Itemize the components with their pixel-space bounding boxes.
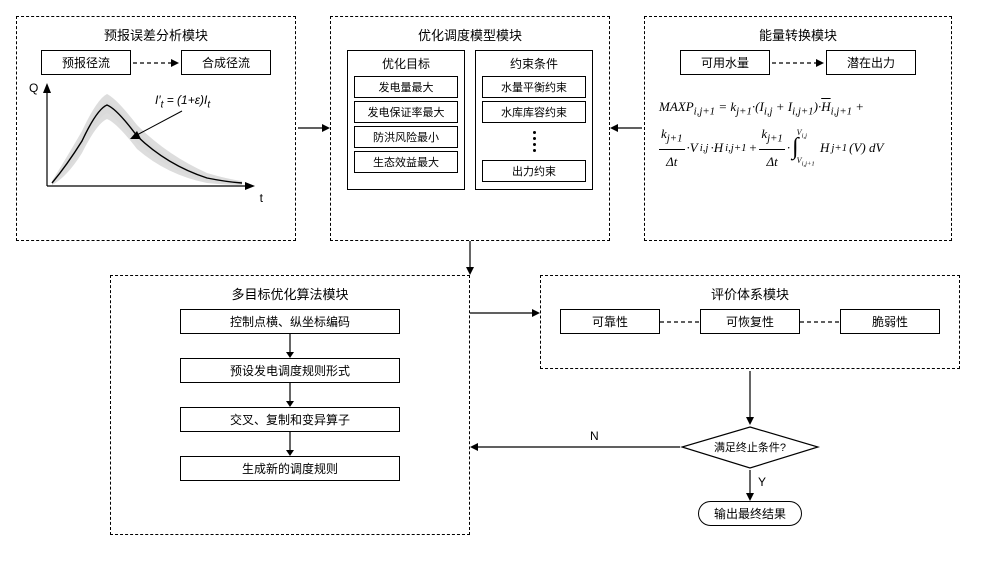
output-oval: 输出最终结果 bbox=[698, 501, 802, 526]
dashed-arrow-right-icon bbox=[131, 53, 181, 73]
energy-row: 可用水量 潜在出力 bbox=[655, 50, 941, 75]
dashed-line-icon bbox=[800, 314, 840, 330]
decision-text: 满足终止条件? bbox=[680, 439, 820, 455]
algo-step: 预设发电调度规则形式 bbox=[180, 358, 400, 383]
algo-step: 控制点横、纵坐标编码 bbox=[180, 309, 400, 334]
algo-module: 多目标优化算法模块 控制点横、纵坐标编码 预设发电调度规则形式 交叉、复制和变异… bbox=[110, 275, 470, 535]
error-title: 预报误差分析模块 bbox=[27, 25, 285, 44]
q-label: Q bbox=[29, 81, 38, 95]
opt-col2: 约束条件 水量平衡约束 水库库容约束 出力约束 bbox=[475, 50, 593, 190]
arrow-down-icon bbox=[280, 383, 300, 407]
arrow-left-icon bbox=[610, 16, 644, 241]
opt-col1: 优化目标 发电量最大 发电保证率最大 防洪风险最小 生态效益最大 bbox=[347, 50, 465, 190]
eval-item: 脆弱性 bbox=[840, 309, 940, 334]
decision-yes-label: Y bbox=[758, 475, 766, 489]
algo-step: 交叉、复制和变异算子 bbox=[180, 407, 400, 432]
algo-step: 生成新的调度规则 bbox=[180, 456, 400, 481]
eval-title: 评价体系模块 bbox=[551, 284, 949, 303]
opt2-item: 水库库容约束 bbox=[482, 101, 586, 123]
dashed-arrow-right-icon bbox=[770, 53, 826, 73]
t-label: t bbox=[260, 191, 263, 205]
error-analysis-module: 预报误差分析模块 预报径流 合成径流 bbox=[16, 16, 296, 241]
eval-item: 可靠性 bbox=[560, 309, 660, 334]
opt-col2-title: 约束条件 bbox=[482, 55, 586, 72]
decision-diamond: 满足终止条件? bbox=[680, 425, 820, 470]
opt1-item: 发电量最大 bbox=[354, 76, 458, 98]
opt-model-module: 优化调度模型模块 优化目标 发电量最大 发电保证率最大 防洪风险最小 生态效益最… bbox=[330, 16, 610, 241]
opt-model-title: 优化调度模型模块 bbox=[341, 25, 599, 44]
decision-no-label: N bbox=[590, 429, 599, 443]
energy-formula: MAXPi,j+1 = kj+1·(Ii,j + Ii,j+1)·Hi,j+1 … bbox=[655, 95, 941, 175]
opt2-ellipsis bbox=[482, 131, 586, 152]
dashed-line-icon bbox=[660, 314, 700, 330]
arrow-down-icon bbox=[280, 334, 300, 358]
opt1-item: 生态效益最大 bbox=[354, 151, 458, 173]
opt2-item: 水量平衡约束 bbox=[482, 76, 586, 98]
error-box2: 合成径流 bbox=[181, 50, 271, 75]
arrow-down-icon bbox=[280, 432, 300, 456]
error-chart: Q t I′t = (1+ε)It bbox=[27, 81, 267, 201]
eval-module: 评价体系模块 可靠性 可恢复性 脆弱性 bbox=[540, 275, 960, 369]
energy-box2: 潜在出力 bbox=[826, 50, 916, 75]
opt2-item: 出力约束 bbox=[482, 160, 586, 182]
arrow-right-icon bbox=[296, 16, 330, 241]
energy-box1: 可用水量 bbox=[680, 50, 770, 75]
error-row: 预报径流 合成径流 bbox=[27, 50, 285, 75]
eval-item: 可恢复性 bbox=[700, 309, 800, 334]
error-box1: 预报径流 bbox=[41, 50, 131, 75]
opt-col1-title: 优化目标 bbox=[354, 55, 458, 72]
energy-module: 能量转换模块 可用水量 潜在出力 MAXPi,j+1 = kj+1·(Ii,j … bbox=[644, 16, 952, 241]
curve-formula: I′t = (1+ε)It bbox=[155, 93, 210, 110]
opt1-item: 防洪风险最小 bbox=[354, 126, 458, 148]
energy-title: 能量转换模块 bbox=[655, 25, 941, 44]
arrow-down-icon bbox=[16, 241, 1000, 275]
opt1-item: 发电保证率最大 bbox=[354, 101, 458, 123]
algo-title: 多目标优化算法模块 bbox=[121, 284, 459, 303]
